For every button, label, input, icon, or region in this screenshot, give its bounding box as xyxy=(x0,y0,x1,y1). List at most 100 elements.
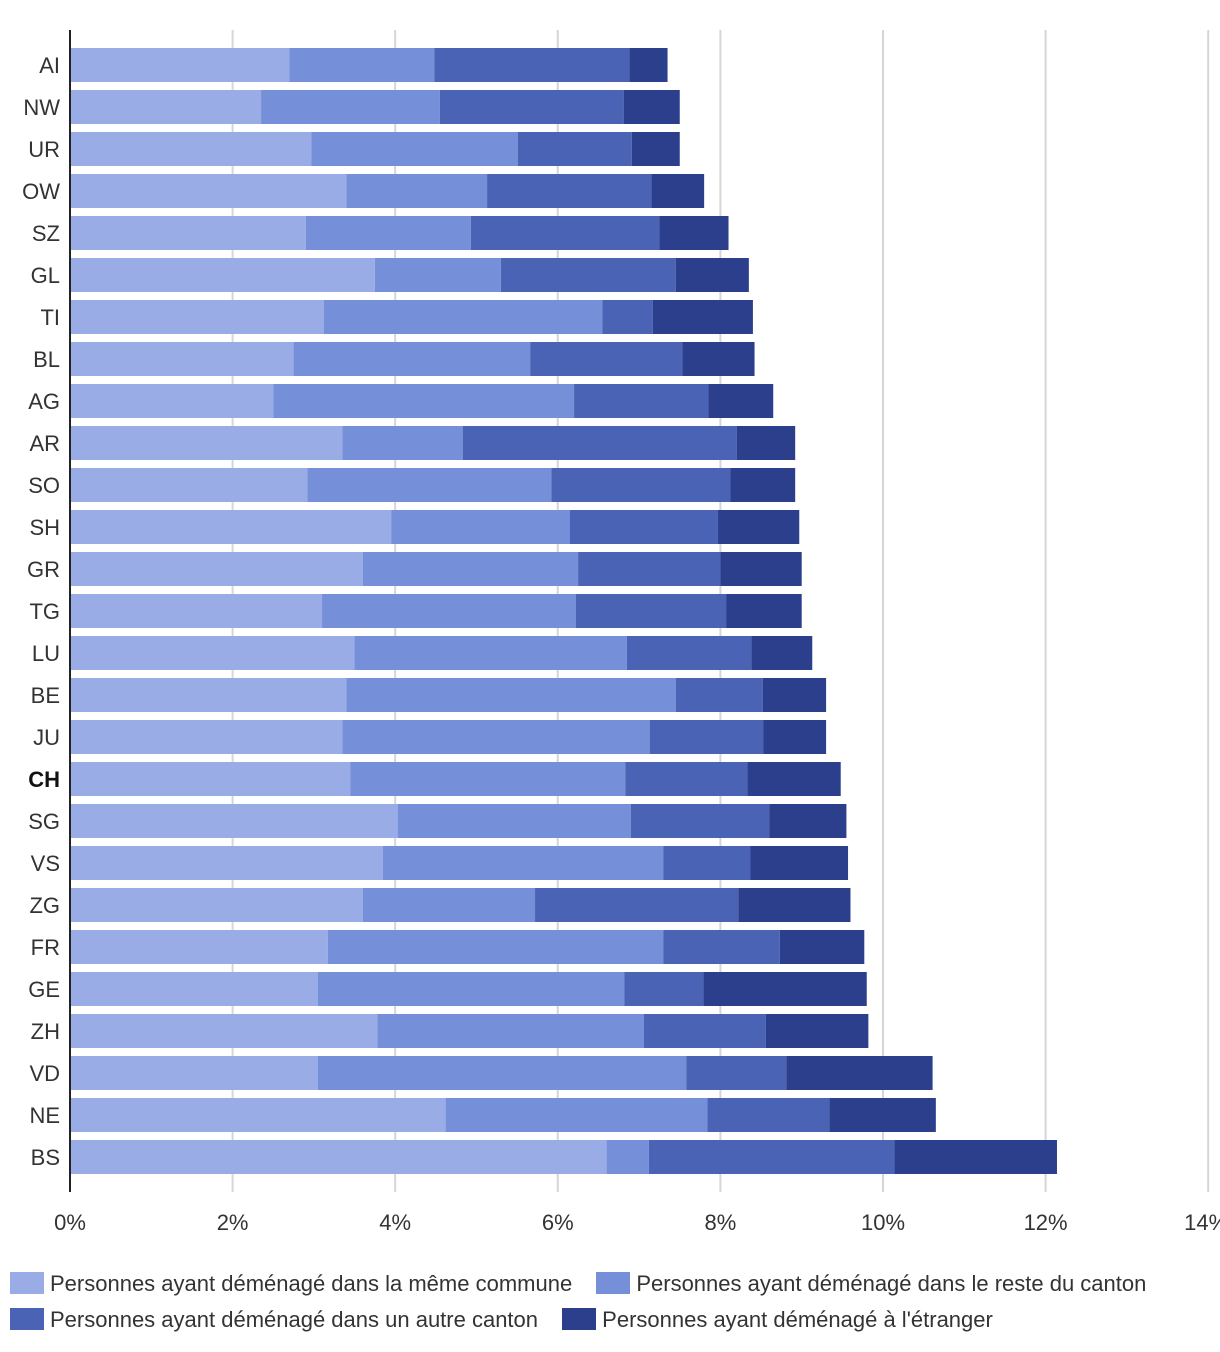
bar-segment[interactable] xyxy=(350,762,626,796)
bar-segment[interactable] xyxy=(70,594,323,628)
bar-segment[interactable] xyxy=(708,384,774,418)
bar-segment[interactable] xyxy=(500,258,676,292)
bar-segment[interactable] xyxy=(659,216,729,250)
bar-segment[interactable] xyxy=(606,1140,649,1174)
bar-segment[interactable] xyxy=(391,510,570,544)
bar-segment[interactable] xyxy=(652,300,753,334)
bar-segment[interactable] xyxy=(575,594,727,628)
bar-segment[interactable] xyxy=(317,1056,687,1090)
bar-segment[interactable] xyxy=(769,804,847,838)
bar-segment[interactable] xyxy=(462,426,737,460)
legend-item-rest-of-canton[interactable]: Personnes ayant déménagé dans le reste d… xyxy=(596,1271,1146,1296)
legend-item-other-canton[interactable]: Personnes ayant déménagé dans un autre c… xyxy=(10,1307,538,1332)
bar-segment[interactable] xyxy=(551,468,731,502)
bar-segment[interactable] xyxy=(70,216,306,250)
bar-segment[interactable] xyxy=(675,258,749,292)
bar-segment[interactable] xyxy=(327,930,664,964)
bar-segment[interactable] xyxy=(289,48,435,82)
bar-segment[interactable] xyxy=(663,846,751,880)
bar-segment[interactable] xyxy=(70,888,363,922)
bar-segment[interactable] xyxy=(70,90,262,124)
bar-segment[interactable] xyxy=(70,762,351,796)
bar-segment[interactable] xyxy=(70,1140,607,1174)
bar-segment[interactable] xyxy=(70,510,392,544)
bar-segment[interactable] xyxy=(70,678,347,712)
bar-segment[interactable] xyxy=(643,1014,766,1048)
bar-segment[interactable] xyxy=(317,972,625,1006)
bar-segment[interactable] xyxy=(779,930,865,964)
bar-segment[interactable] xyxy=(70,1056,318,1090)
bar-segment[interactable] xyxy=(439,90,624,124)
bar-segment[interactable] xyxy=(649,720,764,754)
bar-segment[interactable] xyxy=(311,132,518,166)
bar-segment[interactable] xyxy=(707,1098,830,1132)
bar-segment[interactable] xyxy=(70,846,384,880)
bar-segment[interactable] xyxy=(625,762,748,796)
bar-segment[interactable] xyxy=(630,804,770,838)
bar-segment[interactable] xyxy=(574,384,709,418)
bar-segment[interactable] xyxy=(763,720,827,754)
bar-segment[interactable] xyxy=(307,468,552,502)
bar-segment[interactable] xyxy=(738,888,851,922)
bar-segment[interactable] xyxy=(70,174,347,208)
bar-segment[interactable] xyxy=(70,258,375,292)
bar-segment[interactable] xyxy=(487,174,652,208)
bar-segment[interactable] xyxy=(894,1140,1057,1174)
legend-item-abroad[interactable]: Personnes ayant déménagé à l'étranger xyxy=(562,1307,993,1332)
bar-segment[interactable] xyxy=(70,972,318,1006)
bar-segment[interactable] xyxy=(736,426,796,460)
bar-segment[interactable] xyxy=(70,804,398,838)
bar-segment[interactable] xyxy=(362,552,579,586)
bar-segment[interactable] xyxy=(602,300,653,334)
bar-segment[interactable] xyxy=(342,426,463,460)
bar-segment[interactable] xyxy=(626,636,752,670)
bar-segment[interactable] xyxy=(470,216,660,250)
bar-segment[interactable] xyxy=(578,552,721,586)
bar-segment[interactable] xyxy=(762,678,827,712)
bar-segment[interactable] xyxy=(293,342,531,376)
bar-segment[interactable] xyxy=(346,174,488,208)
bar-segment[interactable] xyxy=(354,636,627,670)
bar-segment[interactable] xyxy=(829,1098,936,1132)
bar-segment[interactable] xyxy=(720,552,802,586)
bar-segment[interactable] xyxy=(623,90,680,124)
bar-segment[interactable] xyxy=(70,720,343,754)
bar-segment[interactable] xyxy=(397,804,631,838)
legend-item-same-commune[interactable]: Personnes ayant déménagé dans la même co… xyxy=(10,1271,572,1296)
bar-segment[interactable] xyxy=(305,216,471,250)
bar-segment[interactable] xyxy=(651,174,705,208)
bar-segment[interactable] xyxy=(682,342,755,376)
bar-segment[interactable] xyxy=(346,678,676,712)
bar-segment[interactable] xyxy=(273,384,575,418)
bar-segment[interactable] xyxy=(362,888,536,922)
bar-segment[interactable] xyxy=(342,720,650,754)
bar-segment[interactable] xyxy=(377,1014,644,1048)
bar-segment[interactable] xyxy=(631,132,680,166)
bar-segment[interactable] xyxy=(445,1098,708,1132)
bar-segment[interactable] xyxy=(675,678,763,712)
bar-segment[interactable] xyxy=(726,594,802,628)
bar-segment[interactable] xyxy=(747,762,841,796)
bar-segment[interactable] xyxy=(434,48,630,82)
bar-segment[interactable] xyxy=(750,846,849,880)
bar-segment[interactable] xyxy=(70,552,363,586)
bar-segment[interactable] xyxy=(717,510,800,544)
bar-segment[interactable] xyxy=(70,342,294,376)
bar-segment[interactable] xyxy=(663,930,780,964)
bar-segment[interactable] xyxy=(383,846,664,880)
bar-segment[interactable] xyxy=(70,300,324,334)
bar-segment[interactable] xyxy=(786,1056,933,1090)
bar-segment[interactable] xyxy=(703,972,867,1006)
bar-segment[interactable] xyxy=(70,1098,446,1132)
bar-segment[interactable] xyxy=(751,636,813,670)
bar-segment[interactable] xyxy=(70,930,328,964)
bar-segment[interactable] xyxy=(730,468,796,502)
bar-segment[interactable] xyxy=(70,1014,378,1048)
bar-segment[interactable] xyxy=(517,132,632,166)
bar-segment[interactable] xyxy=(569,510,718,544)
bar-segment[interactable] xyxy=(261,90,440,124)
bar-segment[interactable] xyxy=(686,1056,787,1090)
bar-segment[interactable] xyxy=(374,258,501,292)
bar-segment[interactable] xyxy=(322,594,576,628)
bar-segment[interactable] xyxy=(70,384,274,418)
